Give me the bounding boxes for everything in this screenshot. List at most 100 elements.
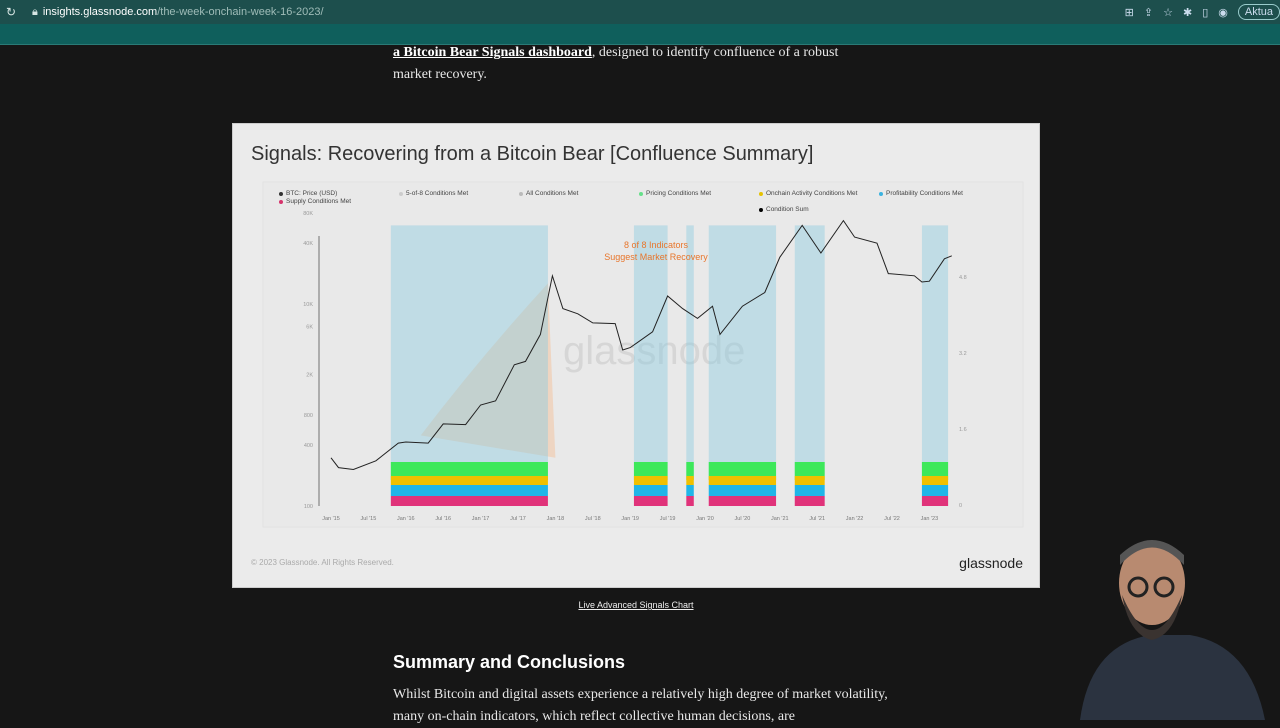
profitability-bar bbox=[921, 485, 949, 496]
signal-band bbox=[686, 225, 694, 476]
x-tick-label: Jul '22 bbox=[884, 516, 900, 522]
y-tick-label: 80K bbox=[303, 211, 313, 217]
chart-title: Signals: Recovering from a Bitcoin Bear … bbox=[251, 143, 814, 165]
legend-swatch bbox=[399, 191, 403, 196]
signal-band bbox=[390, 225, 548, 476]
profile-avatar[interactable]: ◉ bbox=[1218, 6, 1228, 19]
x-tick-label: Jul '20 bbox=[735, 516, 751, 522]
supply-bar bbox=[390, 496, 548, 506]
signal-band bbox=[921, 225, 949, 476]
presenter-body bbox=[1080, 635, 1265, 720]
lock-icon: 🔒︎ bbox=[32, 5, 38, 18]
legend-swatch bbox=[759, 207, 763, 212]
profitability-bar bbox=[633, 485, 668, 496]
x-tick-label: Jul '16 bbox=[435, 516, 451, 522]
pricing-bar bbox=[708, 462, 777, 480]
legend-label: Pricing Conditions Met bbox=[646, 190, 712, 197]
y-right-tick-label: 0 bbox=[959, 503, 962, 509]
bookmarks-bar bbox=[0, 24, 1280, 45]
pricing-bar bbox=[686, 462, 694, 480]
x-tick-label: Jul '18 bbox=[585, 516, 601, 522]
webcam-overlay bbox=[1060, 525, 1280, 720]
reload-icon[interactable]: ↻ bbox=[5, 5, 17, 19]
signal-band bbox=[794, 225, 825, 476]
intro-paragraph: a Bitcoin Bear Signals dashboard, design… bbox=[393, 42, 863, 86]
y-tick-label: 10K bbox=[303, 302, 313, 308]
price-line bbox=[330, 219, 952, 471]
legend-swatch bbox=[279, 199, 283, 204]
url-host: insights.glassnode.com bbox=[42, 6, 158, 18]
legend-label: 5-of-8 Conditions Met bbox=[406, 190, 469, 197]
legend-swatch bbox=[519, 191, 523, 196]
legend-item: Pricing Conditions Met bbox=[639, 190, 711, 197]
legend-item: Supply Conditions Met bbox=[279, 198, 351, 205]
live-advanced-signals-link[interactable]: Live Advanced Signals Chart bbox=[578, 600, 694, 610]
share-icon[interactable]: ⇪ bbox=[1143, 6, 1154, 19]
annotation-text: 8 of 8 Indicators bbox=[624, 240, 689, 250]
supply-bar bbox=[921, 496, 949, 506]
onchain-bar bbox=[686, 476, 694, 485]
y-right-tick-label: 4.8 bbox=[959, 275, 967, 281]
legend-item: All Conditions Met bbox=[519, 190, 578, 197]
legend-item: Condition Sum bbox=[759, 206, 809, 213]
y-right-tick-label: 3.2 bbox=[959, 351, 967, 357]
legend-swatch bbox=[759, 191, 763, 196]
profitability-bar bbox=[708, 485, 777, 496]
onchain-bar bbox=[921, 476, 949, 485]
x-tick-label: Jul '21 bbox=[809, 516, 825, 522]
pricing-bar bbox=[633, 462, 668, 480]
x-tick-label: Jan '16 bbox=[397, 516, 415, 522]
onchain-bar bbox=[708, 476, 777, 485]
legend-label: BTC: Price (USD) bbox=[286, 190, 338, 197]
legend-item: 5-of-8 Conditions Met bbox=[399, 190, 468, 197]
y-tick-label: 100 bbox=[304, 504, 313, 510]
section-heading: Summary and Conclusions bbox=[393, 652, 626, 672]
profitability-bar bbox=[686, 485, 694, 496]
pricing-bar bbox=[921, 462, 949, 480]
y-tick-label: 40K bbox=[303, 241, 313, 247]
x-tick-label: Jan '21 bbox=[771, 516, 789, 522]
signal-band bbox=[708, 225, 777, 476]
onchain-bar bbox=[794, 476, 825, 485]
y-tick-label: 400 bbox=[304, 443, 313, 449]
profitability-bar bbox=[794, 485, 825, 496]
update-button[interactable]: Aktua bbox=[1237, 4, 1280, 20]
chart-plot: glassnode 80K 40K 10K 6K 2K 800 400 100 4.8 3.2 1.6… bbox=[262, 181, 1024, 528]
watermark: glassnode bbox=[563, 329, 745, 373]
supply-bar bbox=[708, 496, 777, 506]
pricing-bar bbox=[794, 462, 825, 480]
legend-label: All Conditions Met bbox=[526, 190, 579, 197]
pricing-bar bbox=[390, 462, 548, 480]
presenter-head bbox=[1119, 541, 1185, 625]
y-tick-label: 6K bbox=[306, 324, 313, 330]
legend-label: Supply Conditions Met bbox=[286, 198, 352, 205]
annotation-text: Suggest Market Recovery bbox=[604, 252, 708, 262]
legend-item: Profitability Conditions Met bbox=[879, 190, 963, 197]
translate-icon[interactable]: ⊞ bbox=[1124, 6, 1134, 19]
x-tick-label: Jan '22 bbox=[846, 516, 864, 522]
profitability-bar bbox=[390, 485, 548, 496]
intro-text: , designed to identify confluence of a r… bbox=[393, 45, 839, 82]
bear-signals-dashboard-link[interactable]: a Bitcoin Bear Signals dashboard bbox=[393, 45, 592, 60]
extensions-icon[interactable]: ✱ bbox=[1182, 6, 1193, 19]
x-tick-label: Jul '19 bbox=[660, 516, 676, 522]
x-tick-label: Jan '19 bbox=[621, 516, 639, 522]
legend-swatch bbox=[879, 191, 883, 196]
copyright: © 2023 Glassnode. All Rights Reserved. bbox=[251, 558, 394, 567]
y-tick-label: 2K bbox=[306, 373, 313, 379]
signal-band bbox=[633, 225, 668, 476]
glassnode-logo: glassnode bbox=[959, 555, 1023, 571]
y-tick-label: 800 bbox=[304, 413, 313, 419]
url-path: /the-week-onchain-week-16-2023/ bbox=[157, 6, 324, 18]
legend-item: Onchain Activity Conditions Met bbox=[759, 190, 857, 197]
supply-bar bbox=[794, 496, 825, 506]
sidebar-icon[interactable]: ▯ bbox=[1202, 6, 1209, 19]
supply-bar bbox=[633, 496, 668, 506]
address-bar[interactable]: 🔒︎ insights.glassnode.com/the-week-oncha… bbox=[32, 6, 324, 19]
bookmark-star-icon[interactable]: ☆ bbox=[1163, 6, 1173, 19]
legend-label: Profitability Conditions Met bbox=[886, 190, 963, 197]
legend-item: BTC: Price (USD) bbox=[279, 190, 337, 197]
onchain-bar bbox=[390, 476, 548, 485]
browser-toolbar: ↻ 🔒︎ insights.glassnode.com/the-week-onc… bbox=[0, 0, 1280, 24]
bull-run-highlight bbox=[420, 283, 556, 458]
